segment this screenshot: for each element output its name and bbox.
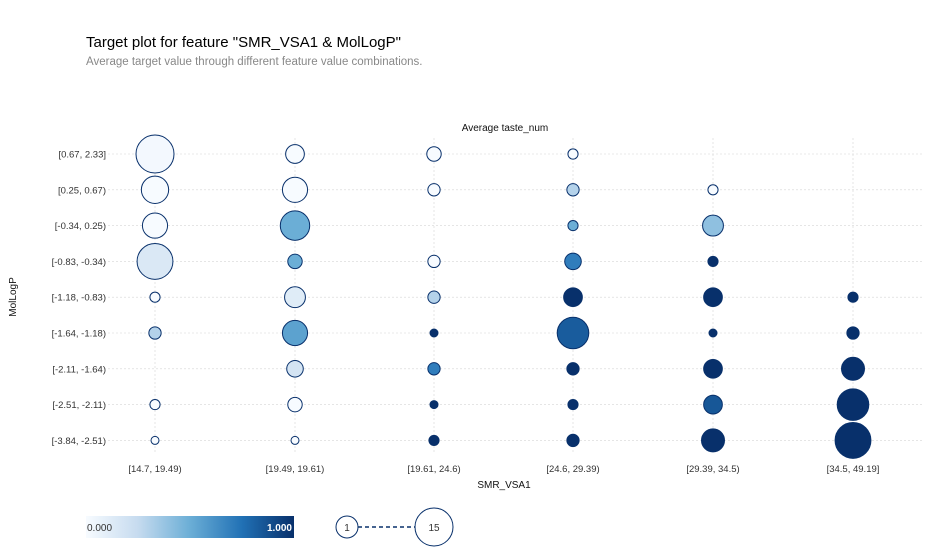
chart-title: Average taste_num (462, 123, 549, 134)
bubble-point (426, 146, 442, 162)
bubble-point (703, 394, 723, 415)
bubble-point (703, 358, 723, 379)
y-tick-labels: [0.67, 2.33] [0.25, 0.67) [-0.34, 0.25) [-0… (52, 150, 106, 447)
bubble-point (566, 433, 580, 448)
bubble-point (281, 176, 309, 203)
bubble-point (836, 388, 870, 421)
x-tick-label: [19.49, 19.61) (266, 464, 325, 475)
page-title: Target plot for feature "SMR_VSA1 & MolL… (86, 34, 401, 51)
bubble-point (707, 184, 719, 196)
bubble-point (707, 255, 719, 267)
y-tick-label: [-0.83, -0.34) (52, 257, 106, 268)
colorbar-min-label: 0.000 (87, 523, 112, 534)
bubble-point (708, 328, 718, 338)
bubble-point (284, 286, 306, 309)
bubble-point (148, 326, 162, 340)
bubble-point (427, 183, 441, 197)
colorbar-legend: 0.000 1.000 (86, 516, 294, 538)
y-axis-label: MolLogP (8, 277, 19, 317)
bubble-point (846, 326, 860, 340)
bubble-point (290, 435, 300, 445)
bubble-point (150, 435, 160, 445)
y-tick-label: [0.67, 2.33] (58, 150, 106, 161)
y-tick-label: [-3.84, -2.51) (52, 436, 106, 447)
bubble-point (563, 287, 583, 308)
x-tick-label: [29.39, 34.5) (686, 464, 739, 475)
bubble-point (428, 434, 440, 446)
bubble-point (567, 220, 579, 232)
bubble-point (136, 242, 174, 280)
bubble-point (701, 428, 725, 453)
bubble-point (141, 212, 169, 239)
bubble-point (703, 287, 723, 308)
bubble-point (427, 290, 441, 304)
x-tick-label: [19.61, 24.6) (407, 464, 460, 475)
size-legend-max-label: 15 (428, 523, 440, 534)
colorbar (86, 516, 294, 538)
bubble-point (287, 253, 303, 270)
bubble-point (841, 356, 865, 381)
size-legend: 1 15 (335, 507, 454, 547)
x-tick-label: [34.5, 49.19] (827, 464, 880, 475)
bubble-point (281, 319, 309, 347)
x-tick-label: [24.6, 29.39) (546, 464, 599, 475)
size-legend-min-circle (335, 515, 359, 539)
bubble-point (429, 400, 439, 410)
y-tick-label: [0.25, 0.67) (58, 185, 106, 196)
x-tick-labels: [14.7, 19.49) [19.49, 19.61) [19.61, 24.6)… (128, 464, 879, 475)
x-tick-label: [14.7, 19.49) (128, 464, 181, 475)
colorbar-max-label: 1.000 (267, 523, 292, 534)
bubble-point (287, 396, 303, 413)
bubble-point (566, 362, 580, 376)
bubble-point (140, 175, 170, 204)
y-tick-label: [-1.18, -0.83) (52, 293, 106, 304)
bubble-point (286, 360, 304, 378)
bubble-point (429, 328, 439, 338)
bubble-point (279, 210, 311, 241)
bubble-point (847, 291, 859, 303)
bubble-point (285, 144, 305, 164)
bubble-point (564, 252, 582, 271)
grid-lines (88, 138, 922, 452)
size-legend-min-label: 1 (344, 523, 350, 534)
page-subtitle: Average target value through different f… (86, 56, 423, 68)
bubble-point (567, 399, 579, 411)
bubble-point (566, 183, 580, 197)
bubble-point (834, 421, 872, 459)
x-axis-label: SMR_VSA1 (477, 480, 531, 491)
bubble-point (135, 134, 175, 174)
bubble-point (149, 291, 161, 303)
y-tick-label: [-2.11, -1.64) (52, 364, 106, 375)
size-legend-max-circle (414, 507, 454, 547)
y-tick-label: [-1.64, -1.18) (52, 329, 106, 340)
bubble-point (556, 316, 590, 350)
bubble-point (427, 254, 441, 269)
bubble-point (702, 214, 724, 237)
bubble-point (567, 148, 579, 160)
y-tick-label: [-2.51, -2.11) (52, 400, 106, 411)
y-tick-label: [-0.34, 0.25) (55, 221, 106, 232)
bubble-points (135, 134, 872, 459)
bubble-point (149, 399, 161, 411)
bubble-point (427, 362, 441, 376)
